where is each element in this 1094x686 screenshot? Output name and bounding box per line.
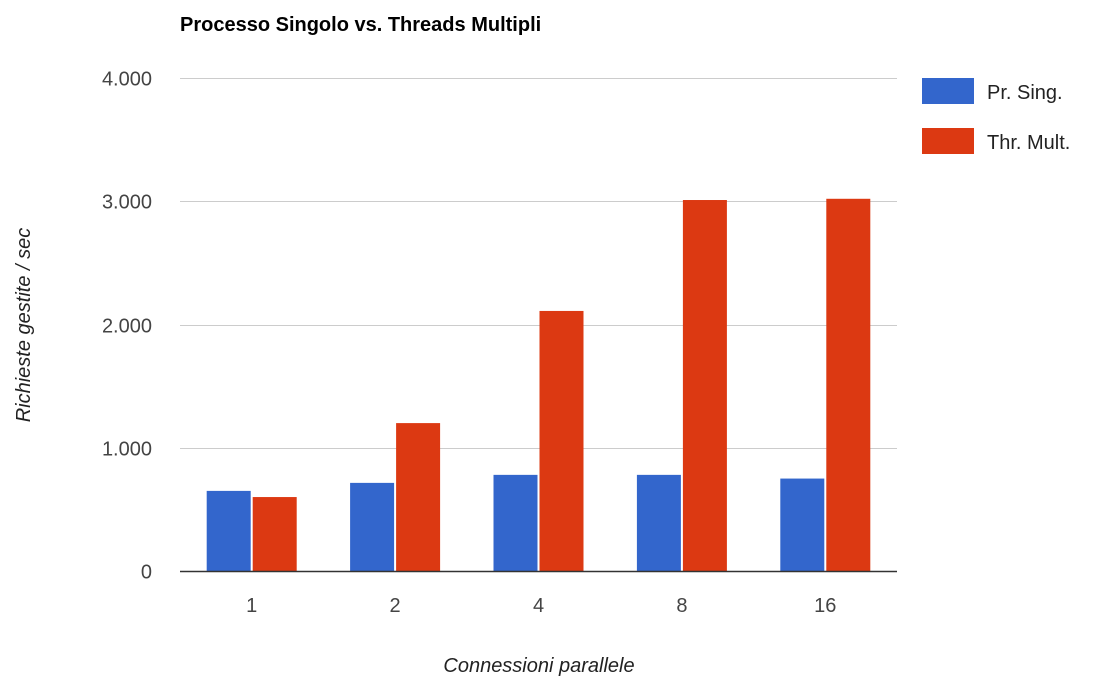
legend-label: Pr. Sing. <box>987 82 1063 104</box>
x-tick-labels: 1 2 4 8 16 <box>246 595 836 617</box>
x-axis-label: Connessioni parallele <box>443 655 634 677</box>
bar-thr-mult-16 <box>826 198 871 571</box>
bar-pr-sing-8 <box>636 474 681 571</box>
y-axis-label: Richieste gestite / sec <box>13 228 35 423</box>
legend-label: Thr. Mult. <box>987 132 1070 154</box>
gridlines <box>180 78 897 449</box>
legend-swatch <box>922 128 974 154</box>
bar-thr-mult-2 <box>396 423 441 571</box>
y-tick-label: 4.000 <box>102 69 152 91</box>
y-tick-label: 2.000 <box>102 316 152 338</box>
bar-pr-sing-16 <box>780 478 825 571</box>
bars <box>206 198 871 571</box>
bar-pr-sing-1 <box>206 490 251 571</box>
x-tick-label: 16 <box>814 595 836 617</box>
x-tick-label: 4 <box>533 595 544 617</box>
x-tick-label: 2 <box>390 595 401 617</box>
bar-pr-sing-2 <box>350 482 395 571</box>
legend: Pr. Sing. Thr. Mult. <box>922 78 1070 154</box>
bar-pr-sing-4 <box>493 474 538 571</box>
bar-thr-mult-1 <box>252 497 297 571</box>
legend-swatch <box>922 78 974 104</box>
bar-thr-mult-4 <box>539 310 584 571</box>
x-tick-label: 8 <box>676 595 687 617</box>
y-tick-label: 1.000 <box>102 439 152 461</box>
x-tick-label: 1 <box>246 595 257 617</box>
y-tick-label: 3.000 <box>102 192 152 214</box>
y-tick-label: 0 <box>141 562 152 584</box>
bar-thr-mult-8 <box>682 200 727 571</box>
y-tick-labels: 0 1.000 2.000 3.000 4.000 <box>102 69 152 584</box>
chart-title: Processo Singolo vs. Threads Multipli <box>180 14 541 36</box>
